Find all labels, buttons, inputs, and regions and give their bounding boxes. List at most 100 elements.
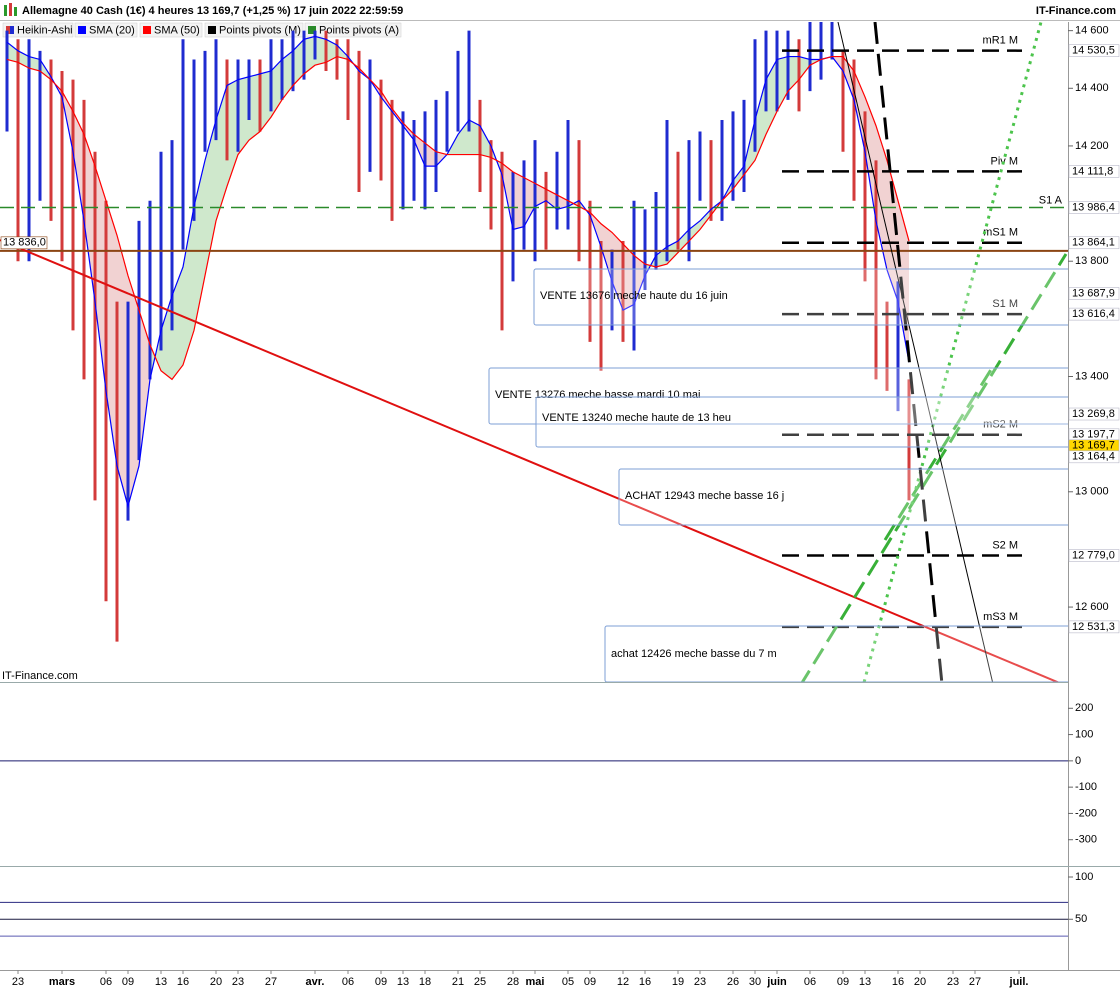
legend-item — [204, 22, 304, 38]
x-tick-label: 23 — [232, 976, 244, 988]
sma-fill — [469, 119, 480, 155]
x-tick-label: 23 — [694, 976, 706, 988]
sma-fill — [656, 246, 667, 267]
sma-fill — [161, 295, 172, 380]
axis-tag-label: 13 687,9 — [1072, 287, 1115, 299]
axis-tag-label: 13 164,4 — [1072, 451, 1115, 463]
header-icon — [4, 5, 7, 16]
x-tick-label: 16 — [639, 976, 651, 988]
x-tick-label: 20 — [210, 976, 222, 988]
legend-item — [74, 22, 138, 38]
pivot-label: mS1 M — [983, 227, 1018, 239]
legend-swatch — [143, 26, 151, 34]
y-tick-label: -300 — [1075, 834, 1097, 846]
x-tick-label: 21 — [452, 976, 464, 988]
pivot-label: Piv M — [991, 155, 1019, 167]
axis-tag-label: 12 531,3 — [1072, 621, 1115, 633]
sma-fill — [172, 266, 183, 380]
sma-fill — [7, 42, 18, 63]
x-tick-label: juil. — [1009, 976, 1029, 988]
x-tick-label: 09 — [584, 976, 596, 988]
x-tick-label: 28 — [507, 976, 519, 988]
annotation: achat 12426 meche basse du 7 m — [611, 648, 777, 660]
sma-fill — [799, 56, 810, 80]
x-tick-label: 12 — [617, 976, 629, 988]
x-tick-label: 27 — [969, 976, 981, 988]
axis-tag-label: 13 269,8 — [1072, 408, 1115, 420]
x-tick-label: 06 — [804, 976, 816, 988]
sma-fill — [293, 39, 304, 86]
sma-fill — [513, 171, 524, 230]
legend: Heikin-Ashi SMA (20) SMA (50) Points pivots… — [2, 22, 402, 38]
sma-fill — [689, 220, 700, 242]
x-tick-label: 26 — [727, 976, 739, 988]
source: IT-Finance.com — [1036, 5, 1116, 17]
y-tick-label: 14 600 — [1075, 25, 1109, 37]
watermark: IT-Finance.com — [2, 670, 78, 682]
axes: 14 600 14 400 14 200 13 800 13 400 13 000 12 6… — [0, 25, 1120, 988]
legend-label: SMA (50) — [154, 24, 200, 36]
sma-fill — [117, 235, 128, 507]
sma-fill — [95, 166, 106, 391]
sma-fill — [139, 310, 150, 466]
sma-fill — [766, 59, 777, 135]
annotation: ACHAT 12943 meche basse 16 j — [625, 490, 784, 502]
trend-line — [862, 22, 1043, 682]
y-tick-label: -200 — [1075, 807, 1097, 819]
sma-fill — [29, 56, 40, 71]
x-tick-label: 06 — [100, 976, 112, 988]
y-tick-label: 13 800 — [1075, 255, 1109, 267]
x-tick-label: 20 — [914, 976, 926, 988]
x-tick-label: 13 — [155, 976, 167, 988]
sma-fill — [557, 194, 568, 210]
sma-fill — [700, 209, 711, 230]
sma-fill — [73, 111, 84, 221]
axis-tag — [1068, 549, 1120, 562]
axis-tag — [1068, 44, 1120, 57]
sma-fill — [601, 223, 612, 282]
sma-fill — [106, 200, 117, 466]
x-tick-label: avr. — [306, 976, 325, 988]
sma-fill — [227, 79, 238, 187]
chart-title: Allemagne 40 Cash (1€) 4 heures 13 169,7… — [22, 5, 403, 17]
sma-fill — [150, 330, 161, 380]
legend-swatch — [6, 26, 10, 34]
axis-tag — [1068, 307, 1120, 321]
annotations: VENTE 13676 meche haute du 16 juin VENTE … — [488, 268, 1068, 682]
legend-swatch — [208, 26, 216, 34]
axis-tag-label: 13 986,4 — [1072, 201, 1115, 213]
y-tick-label: 12 600 — [1075, 601, 1109, 613]
y-tick-label: 100 — [1075, 871, 1093, 883]
sma-fill — [216, 85, 227, 221]
annotation: VENTE 13676 meche haute du 16 juin — [540, 290, 728, 302]
sma-fill — [678, 229, 689, 253]
x-tick-label: 23 — [947, 976, 959, 988]
legend-swatch — [308, 26, 316, 34]
x-tick-label: 25 — [474, 976, 486, 988]
annotation-box — [533, 268, 1068, 326]
pivot-label: S1 A — [1039, 194, 1063, 206]
x-tick-label: 09 — [122, 976, 134, 988]
axis-tag-label: 13 197,7 — [1072, 429, 1115, 441]
axis-tag — [1068, 165, 1120, 178]
annotation: VENTE 13240 meche haute de 13 heu — [542, 412, 731, 424]
sma-fill — [535, 183, 546, 207]
sma-fill — [315, 36, 326, 66]
x-tick-label: 09 — [837, 976, 849, 988]
x-tick-label: 13 — [397, 976, 409, 988]
x-tick-label: 05 — [562, 976, 574, 988]
axis-tag — [1068, 287, 1120, 300]
sma-line — [6, 35, 910, 509]
sma-fill — [304, 36, 315, 74]
x-tick-label: juin — [766, 976, 787, 988]
sma-fill — [480, 125, 491, 158]
legend-item — [2, 22, 74, 38]
y-tick-label: 100 — [1075, 728, 1093, 740]
sma-fill — [634, 255, 645, 305]
trend-lines — [0, 22, 1068, 682]
plot-area: mR1 M Piv M mS1 M S1 M mS2 M S2 M mS3 M S1 A — [0, 22, 1068, 642]
x-tick-label: mars — [49, 976, 75, 988]
sma-fill — [458, 119, 469, 155]
